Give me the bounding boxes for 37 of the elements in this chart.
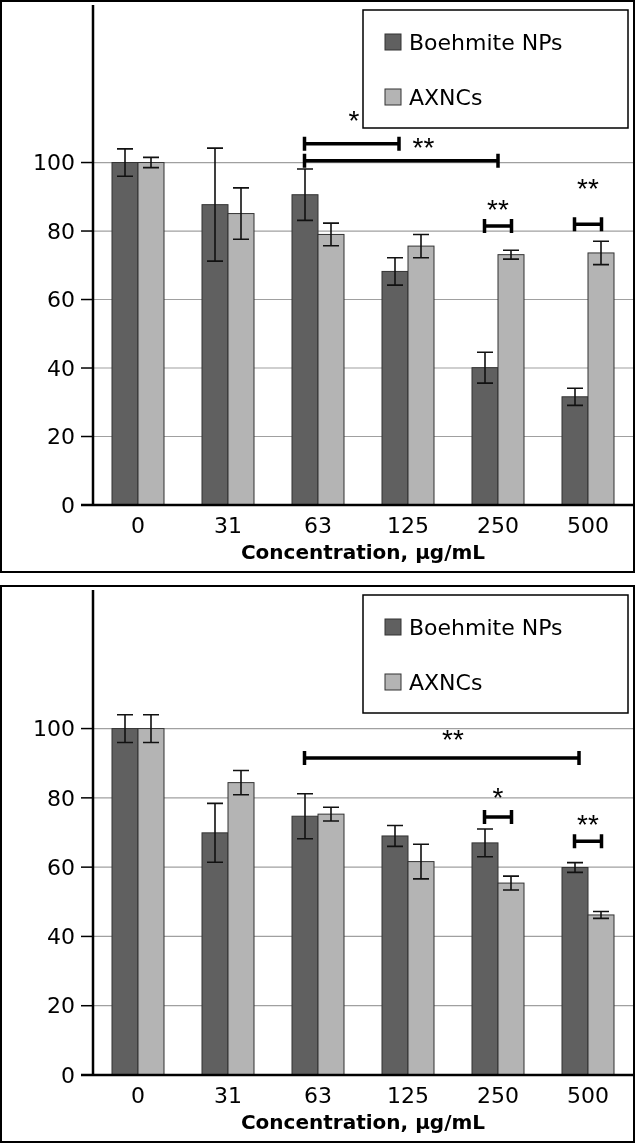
annotation: ** <box>577 809 599 841</box>
y-tick-label: 100 <box>33 716 75 742</box>
y-tick-label: 60 <box>47 287 75 313</box>
y-tick-label: 80 <box>47 218 75 244</box>
x-axis-title: Concentration, µg/mL <box>240 540 486 564</box>
legend-label: Boehmite NPs <box>409 614 563 640</box>
legend-label: AXNCs <box>409 84 483 110</box>
x-tick-label: 31 <box>214 513 242 538</box>
legend-label: AXNCs <box>409 669 483 695</box>
annotation: ** <box>487 194 509 226</box>
x-axis-title: Concentration, µg/mL <box>240 1110 486 1134</box>
x-tick-label: 63 <box>304 1083 332 1108</box>
x-tick-label: 500 <box>567 513 609 538</box>
y-tick-label: 0 <box>61 1062 75 1088</box>
annotation: * <box>492 781 504 813</box>
y-tick-label: 100 <box>33 150 75 176</box>
y-tick-label: 40 <box>47 924 75 950</box>
annotation: ** <box>577 173 599 205</box>
x-tick-label: 500 <box>567 1083 609 1108</box>
annotation: ** <box>412 132 435 164</box>
y-tick-label: 40 <box>47 355 75 381</box>
x-tick-label: 31 <box>214 1083 242 1108</box>
y-tick-label: 20 <box>47 993 75 1019</box>
annotation: ** <box>442 724 464 756</box>
x-tick-label: 125 <box>387 1083 429 1108</box>
x-tick-label: 63 <box>304 513 332 538</box>
x-tick-label: 250 <box>477 1083 519 1108</box>
x-tick-label: 125 <box>387 513 429 538</box>
x-tick-label: 0 <box>131 513 145 538</box>
y-tick-label: 60 <box>47 854 75 880</box>
legend-label: Boehmite NPs <box>409 29 563 55</box>
y-tick-label: 80 <box>47 785 75 811</box>
x-tick-label: 0 <box>131 1083 145 1108</box>
annotation: * <box>348 105 360 136</box>
x-tick-label: 250 <box>477 513 519 538</box>
y-tick-label: 0 <box>61 492 75 518</box>
y-tick-label: 20 <box>47 424 75 450</box>
